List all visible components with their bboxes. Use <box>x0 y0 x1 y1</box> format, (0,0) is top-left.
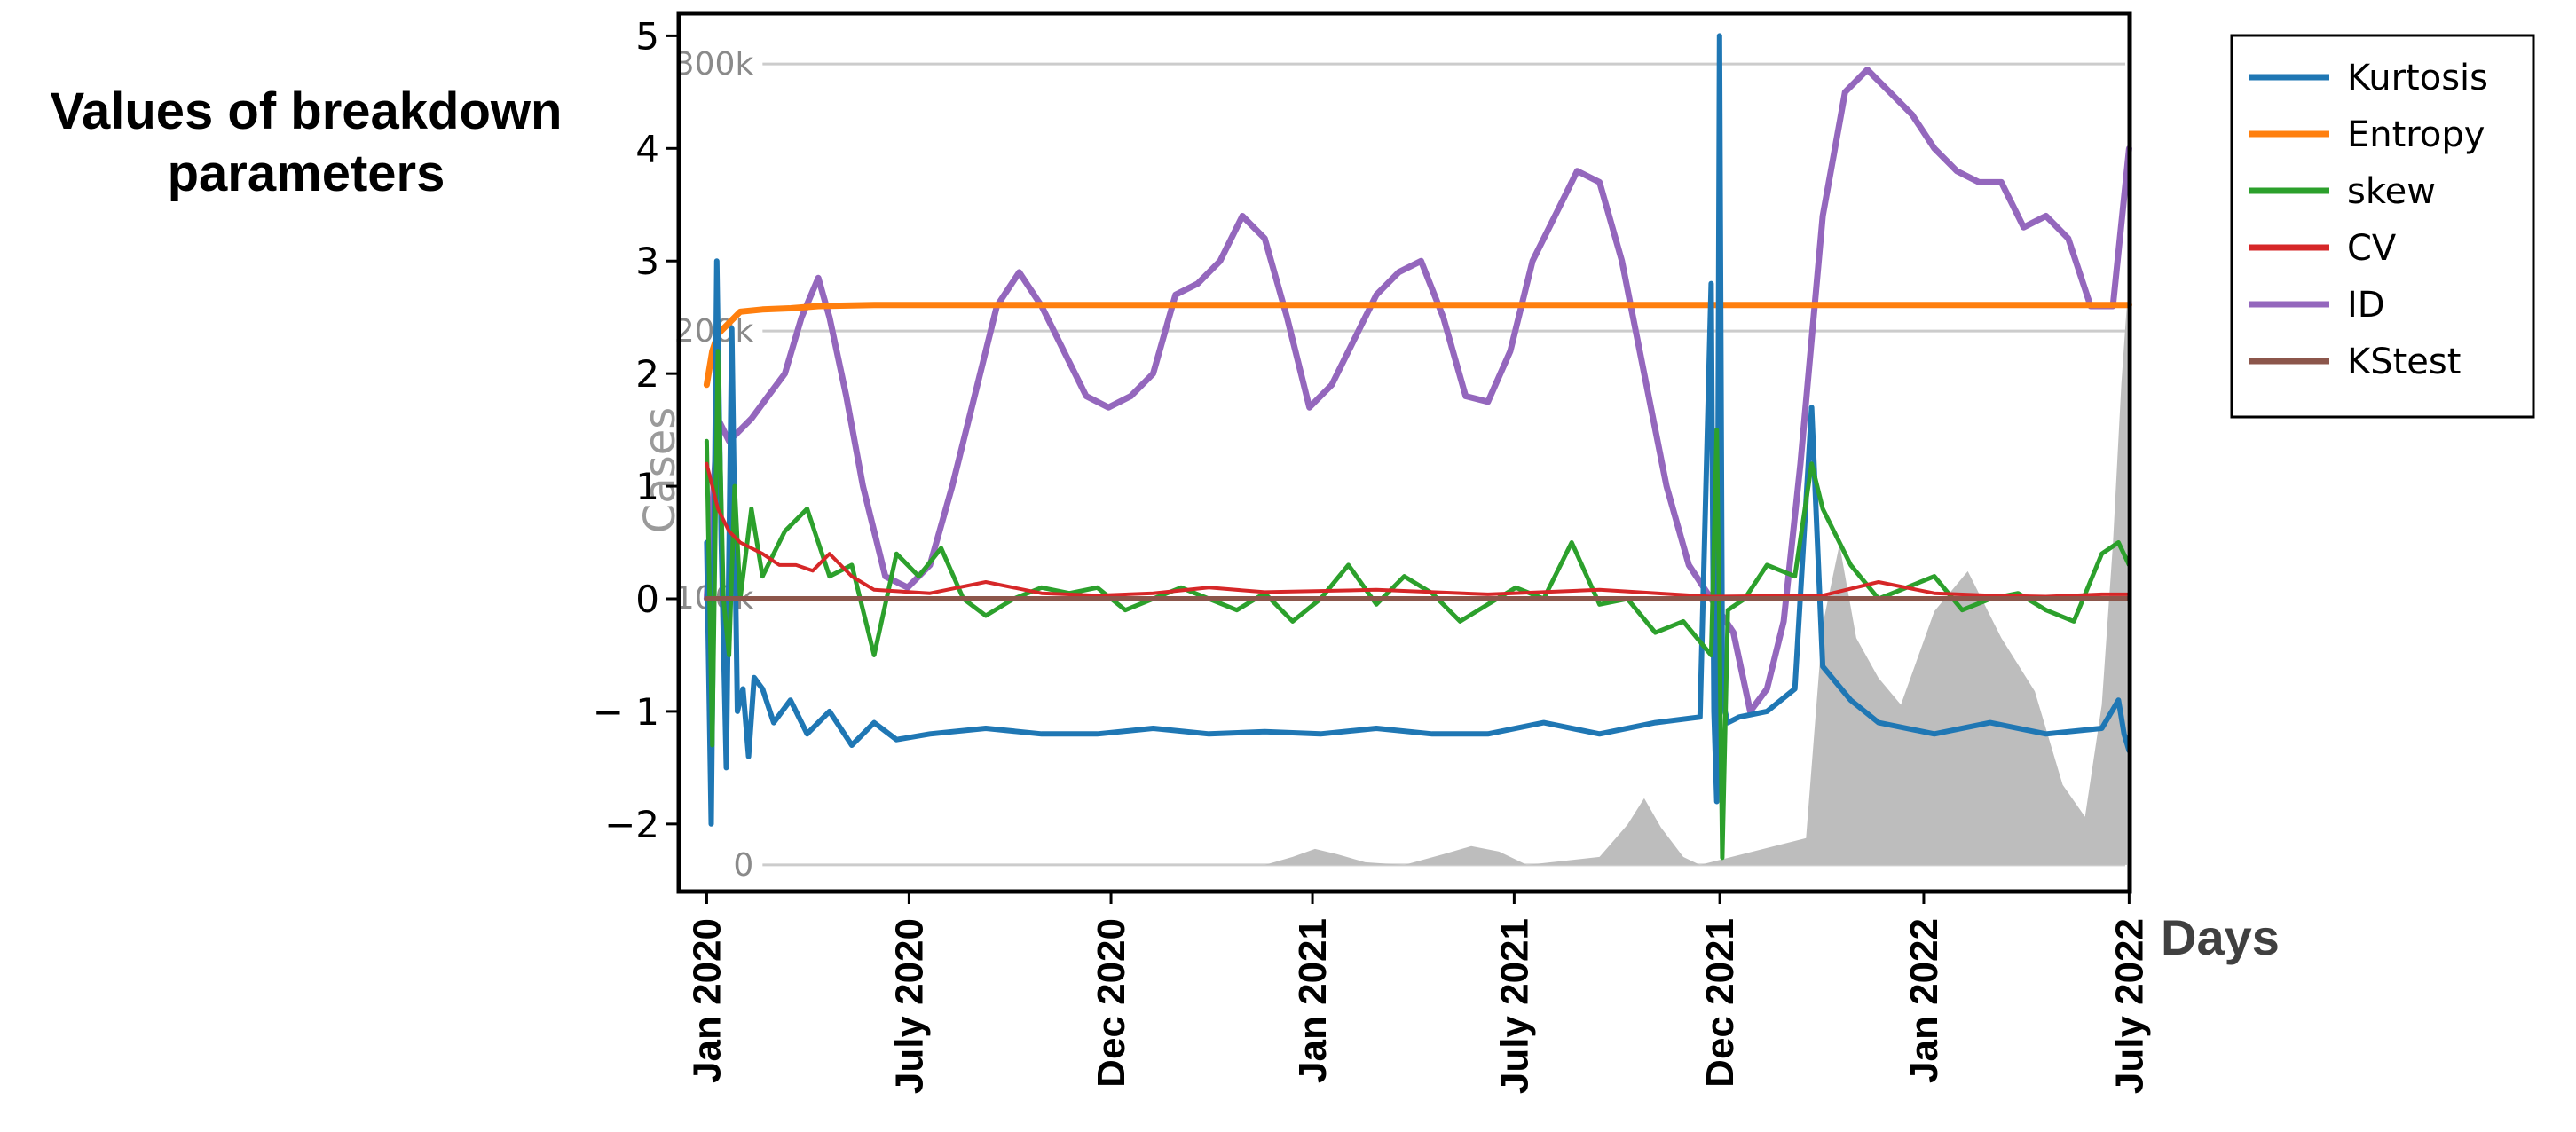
x-tick-label-2: Dec 2020 <box>1090 918 1133 1088</box>
x-tick-label-6: Jan 2022 <box>1902 918 1946 1083</box>
series-line-id <box>703 67 2132 715</box>
x-tick-label-3: Jan 2021 <box>1291 918 1335 1083</box>
y-tick-label-5: 0 <box>635 578 659 621</box>
y-tick-label-4: 1 <box>635 465 659 508</box>
y-axis-title-line-2: parameters <box>168 145 445 202</box>
legend-label-id: ID <box>2347 285 2385 326</box>
y-tick-label-7: −2 <box>604 803 659 846</box>
series-line-cv <box>705 461 2131 599</box>
series-lines <box>703 33 2132 861</box>
cases-histogram <box>1264 304 2127 865</box>
series-line-entropy <box>703 302 2132 389</box>
legend-label-skew: skew <box>2347 171 2436 212</box>
y-axis-title-line-1: Values of breakdown <box>51 83 563 140</box>
y-tick-label-3: 2 <box>635 352 659 396</box>
x-tick-label-0: Jan 2020 <box>685 918 729 1083</box>
cases-tick-label-3: 300k <box>674 46 754 83</box>
x-axis-ticks: Jan 2020 July 2020 Dec 2020 Jan 2021 July 20… <box>685 892 2151 1094</box>
legend: Kurtosis Entropy skew CV ID KStest <box>2230 34 2535 419</box>
x-tick-label-1: July 2020 <box>887 918 931 1094</box>
legend-label-kstest: KStest <box>2347 342 2461 382</box>
y-tick-label-2: 3 <box>635 240 659 283</box>
legend-label-cv: CV <box>2347 228 2397 269</box>
series-line-kurtosis <box>704 33 2132 827</box>
y-tick-label-1: 4 <box>635 127 659 170</box>
x-tick-label-5: Dec 2021 <box>1698 918 1742 1088</box>
legend-box <box>2230 34 2535 419</box>
y-tick-label-0: 5 <box>635 14 659 58</box>
cases-tick-label-0: 0 <box>733 847 753 884</box>
x-axis-title: Days <box>2161 909 2280 965</box>
legend-label-kurtosis: Kurtosis <box>2347 58 2488 98</box>
x-tick-label-7: July 2022 <box>2107 918 2151 1094</box>
legend-label-entropy: Entropy <box>2347 114 2485 155</box>
x-tick-label-4: July 2021 <box>1493 918 1536 1094</box>
plot-frame <box>676 11 2132 894</box>
y-axis-ticks: 5 4 3 2 1 0 − 1 −2 <box>593 14 679 846</box>
y-tick-label-6: − 1 <box>593 690 659 734</box>
